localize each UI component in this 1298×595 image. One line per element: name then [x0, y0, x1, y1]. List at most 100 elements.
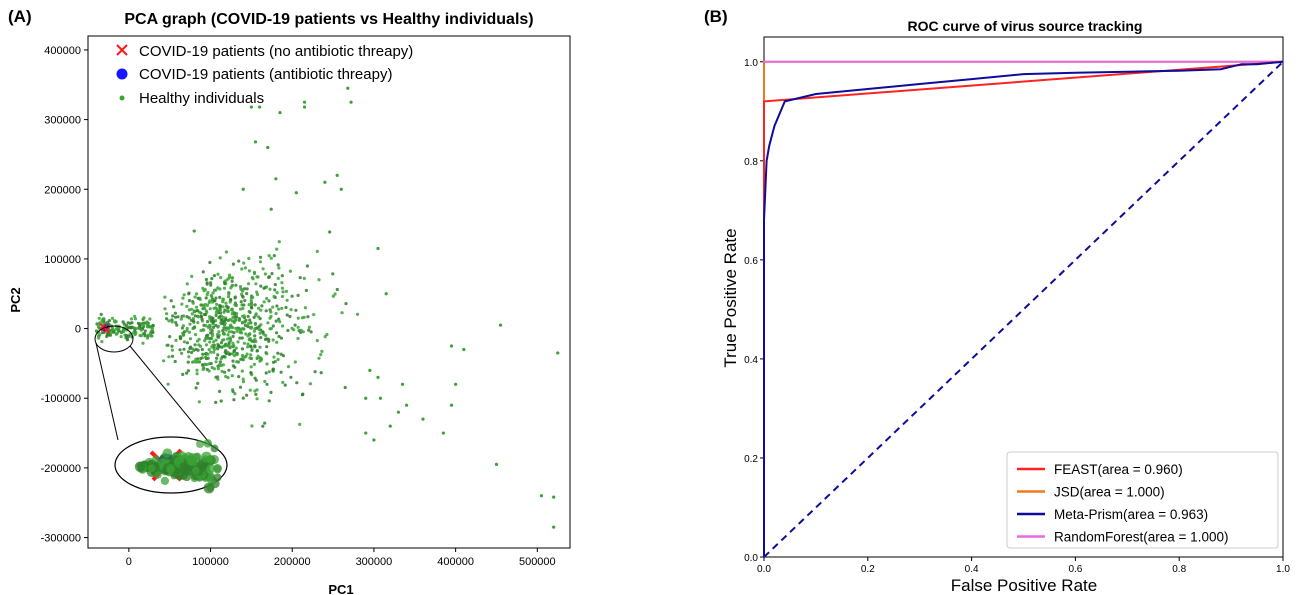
healthy-point: [226, 309, 230, 313]
roc-y-tick-label: 0.8: [744, 157, 758, 168]
healthy-point: [258, 260, 263, 264]
panel-b-label: (B): [704, 7, 728, 26]
healthy-point: [285, 298, 289, 302]
healthy-point: [230, 279, 234, 283]
roc-legend-label: JSD(area = 1.000): [1054, 485, 1165, 500]
healthy-point: [197, 400, 201, 404]
healthy-point: [187, 291, 191, 295]
healthy-point: [263, 272, 267, 276]
healthy-point: [220, 369, 224, 373]
healthy-point: [256, 354, 260, 358]
healthy-point: [203, 288, 207, 292]
healthy-point-outlier: [400, 382, 405, 386]
healthy-point: [201, 367, 205, 372]
healthy-point: [251, 277, 255, 281]
inset-healthy-point: [203, 438, 213, 448]
healthy-point: [296, 293, 300, 297]
healthy-point-outlier: [274, 177, 278, 181]
healthy-point: [173, 311, 177, 315]
healthy-point: [292, 328, 296, 332]
healthy-point: [201, 270, 205, 274]
healthy-point: [255, 292, 260, 297]
healthy-point: [216, 367, 220, 371]
healthy-point: [265, 362, 269, 366]
inset-healthy-point: [154, 471, 162, 479]
healthy-point: [306, 315, 310, 319]
healthy-point: [234, 283, 238, 287]
healthy-point: [228, 317, 232, 322]
healthy-point: [195, 292, 199, 296]
healthy-point: [193, 343, 197, 347]
pca-x-ticks: 0 100000 200000 300000 400000 500000: [126, 548, 556, 568]
healthy-point: [196, 381, 200, 385]
healthy-point: [169, 299, 173, 303]
healthy-point: [265, 337, 269, 341]
healthy-point: [271, 367, 275, 371]
healthy-point-outlier: [449, 403, 454, 407]
inset-healthy-point: [196, 440, 204, 448]
healthy-point: [253, 303, 257, 307]
healthy-point-outlier: [302, 105, 307, 109]
healthy-point: [296, 336, 300, 341]
healthy-point: [276, 276, 280, 280]
healthy-point: [260, 304, 264, 308]
healthy-point: [218, 295, 222, 299]
healthy-point: [259, 308, 263, 312]
healthy-point: [211, 316, 215, 320]
healthy-point: [202, 323, 206, 327]
healthy-point: [231, 310, 235, 314]
healthy-point: [250, 339, 254, 343]
healthy-point: [328, 230, 332, 234]
inset-healthy-point: [213, 465, 222, 474]
healthy-point: [151, 323, 155, 327]
healthy-point: [195, 372, 199, 376]
healthy-point: [244, 332, 248, 336]
healthy-point: [219, 276, 223, 280]
healthy-point: [190, 312, 194, 316]
healthy-point: [299, 328, 303, 332]
healthy-point: [268, 287, 272, 291]
healthy-point: [238, 336, 242, 340]
pca-panel: (A) PCA graph (COVID-19 patients vs Heal…: [8, 7, 571, 595]
healthy-point: [269, 390, 273, 394]
healthy-point: [195, 305, 199, 309]
pca-x-tick-label: 400000: [437, 556, 474, 568]
healthy-point: [195, 309, 199, 313]
healthy-point-outlier: [249, 105, 253, 109]
healthy-point: [195, 368, 199, 372]
healthy-point: [207, 369, 211, 373]
healthy-point: [261, 267, 265, 271]
healthy-point: [218, 315, 222, 319]
healthy-point: [231, 262, 235, 266]
healthy-point: [259, 357, 263, 361]
healthy-point: [253, 334, 257, 338]
healthy-point: [242, 303, 246, 307]
healthy-point: [250, 347, 254, 351]
healthy-point: [219, 399, 223, 403]
healthy-point: [163, 295, 167, 299]
healthy-point: [212, 340, 216, 344]
healthy-point: [226, 295, 231, 299]
healthy-point: [224, 279, 228, 283]
healthy-point: [264, 309, 268, 313]
healthy-point: [261, 330, 265, 334]
healthy-point: [99, 312, 103, 316]
healthy-point: [272, 294, 276, 299]
healthy-point: [253, 322, 257, 326]
healthy-point: [231, 315, 235, 320]
healthy-point: [216, 377, 220, 381]
healthy-point: [235, 315, 239, 319]
healthy-point: [190, 307, 194, 311]
healthy-point: [193, 295, 197, 299]
healthy-point-outlier: [335, 173, 339, 177]
pca-x-tick-label: 500000: [519, 556, 556, 568]
healthy-point: [245, 393, 249, 397]
healthy-point: [211, 325, 216, 329]
healthy-point: [212, 350, 216, 354]
healthy-point: [142, 316, 146, 320]
healthy-point: [121, 320, 125, 324]
healthy-point: [241, 294, 245, 298]
healthy-point: [204, 343, 209, 347]
healthy-point: [241, 380, 246, 384]
healthy-point-outlier: [384, 292, 388, 296]
